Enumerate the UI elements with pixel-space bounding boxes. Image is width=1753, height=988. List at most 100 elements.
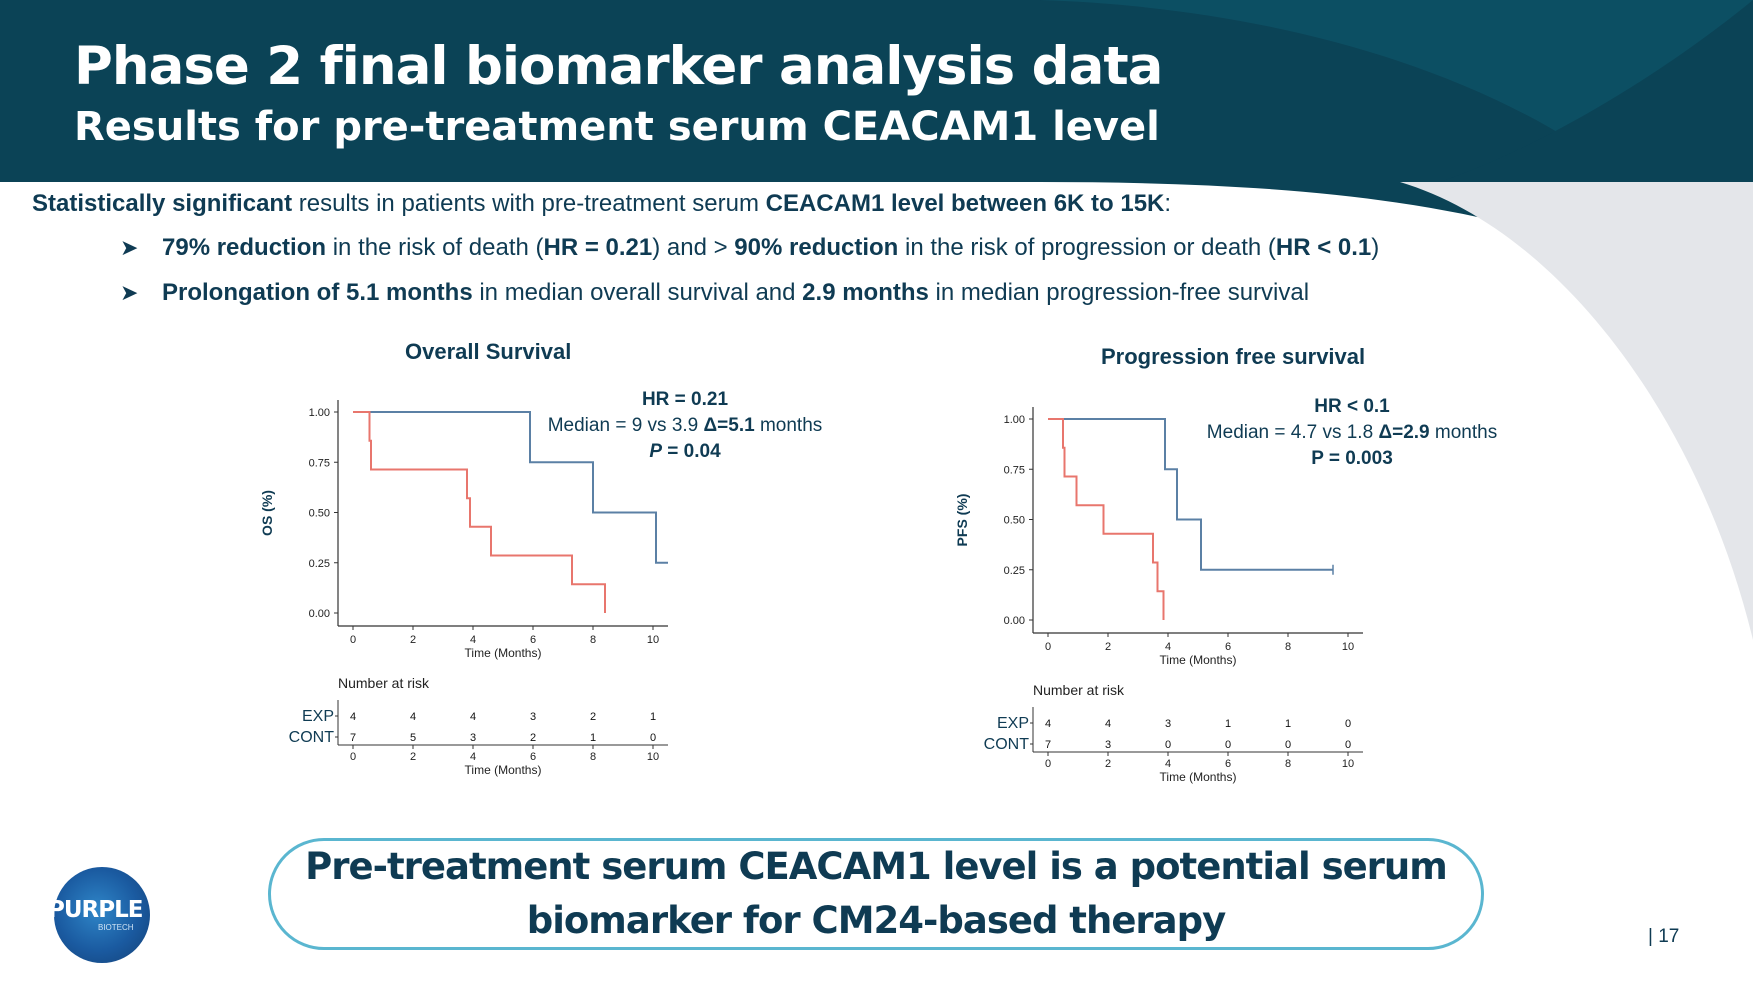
pfs-risk-value: 1	[1285, 718, 1291, 730]
os-risk-x-tick-label: 0	[350, 751, 356, 763]
pfs-x-tick-label: 2	[1105, 641, 1111, 653]
logo-tagline: BIOTECH	[98, 923, 134, 932]
os-stats-box: HR = 0.21 Median = 9 vs 3.9 Δ=5.1 months…	[540, 387, 830, 465]
os-risk-value: 4	[350, 711, 356, 723]
os-risk-x-tick-label: 8	[590, 751, 596, 763]
os-risk-value: 3	[470, 732, 476, 744]
os-x-tick-label: 4	[470, 634, 476, 646]
os-risk-x-tick-label: 4	[470, 751, 476, 763]
os-risk-value: 5	[410, 732, 416, 744]
pfs-y-tick-label: 0.00	[1004, 615, 1025, 627]
arrow-bullet-icon: ➤	[120, 235, 139, 260]
pfs-risk-value: 4	[1105, 718, 1111, 730]
os-risk-table-title: Number at risk	[338, 675, 430, 691]
arrow-bullet-icon: ➤	[120, 280, 139, 305]
os-risk-row-label: CONT	[289, 729, 335, 746]
pfs-risk-value: 7	[1045, 739, 1051, 751]
pfs-x-tick-label: 6	[1225, 641, 1231, 653]
os-x-tick-label: 10	[647, 634, 659, 646]
intro-text: Statistically significant results in pat…	[32, 190, 1171, 218]
conclusion-callout: Pre-treatment serum CEACAM1 level is a p…	[268, 838, 1484, 950]
bullet-text: )	[1371, 234, 1380, 261]
pfs-risk-value: 0	[1345, 718, 1351, 730]
os-p-label: P	[649, 441, 663, 462]
bullet-bold: HR < 0.1	[1275, 234, 1372, 261]
pfs-stats-box: HR < 0.1 Median = 4.7 vs 1.8 Δ=2.9 month…	[1196, 394, 1508, 472]
pfs-chart-title: Progression free survival	[1101, 344, 1366, 369]
pfs-risk-value: 3	[1165, 718, 1171, 730]
os-risk-value: 0	[650, 732, 656, 744]
pfs-x-tick-label: 4	[1165, 641, 1171, 653]
intro-bold-2: CEACAM1 level between 6K to 15K	[765, 190, 1165, 217]
pfs-x-tick-label: 8	[1285, 641, 1291, 653]
os-risk-x-tick-label: 10	[647, 751, 659, 763]
pfs-x-axis-label: Time (Months)	[1160, 653, 1237, 667]
os-y-tick-label: 0.00	[309, 608, 330, 620]
os-risk-x-axis-label: Time (Months)	[465, 763, 542, 777]
pfs-hr: HR < 0.1	[1314, 396, 1390, 417]
os-risk-x-tick-label: 2	[410, 751, 416, 763]
pfs-series-exp	[1048, 418, 1333, 571]
os-y-tick-label: 0.25	[309, 558, 330, 570]
os-risk-value: 3	[530, 711, 536, 723]
pfs-risk-value: 4	[1045, 718, 1051, 730]
pfs-y-axis-label: PFS (%)	[954, 494, 970, 547]
pfs-delta: Δ=2.9	[1378, 422, 1430, 443]
company-logo: PURPLE BIOTECH	[48, 867, 150, 963]
pfs-risk-x-tick-label: 4	[1165, 758, 1171, 770]
pfs-risk-x-tick-label: 10	[1342, 758, 1354, 770]
pfs-risk-value: 0	[1225, 739, 1231, 751]
os-risk-x-tick-label: 6	[530, 751, 536, 763]
os-risk-row-label: EXP	[302, 708, 334, 725]
bullet-bold: 2.9 months	[802, 279, 929, 306]
os-risk-value: 4	[410, 711, 416, 723]
pfs-y-tick-label: 1.00	[1004, 414, 1025, 426]
os-median-suffix: months	[754, 415, 823, 436]
bullet-text: ) and >	[652, 234, 735, 261]
os-median-text: Median = 9 vs 3.9	[547, 415, 704, 436]
bullet-bold: 90% reduction	[734, 234, 899, 261]
pfs-median-suffix: months	[1429, 422, 1498, 443]
bullet-text: in the risk of death (	[326, 234, 544, 261]
os-p-value: = 0.04	[662, 441, 721, 462]
pfs-risk-value: 0	[1285, 739, 1291, 751]
pfs-risk-x-tick-label: 8	[1285, 758, 1291, 770]
os-risk-value: 1	[590, 732, 596, 744]
pfs-x-tick-label: 0	[1045, 641, 1051, 653]
os-chart-title: Overall Survival	[405, 339, 572, 364]
pfs-median-text: Median = 4.7 vs 1.8	[1206, 422, 1379, 443]
pfs-risk-value: 1	[1225, 718, 1231, 730]
pfs-risk-x-axis-label: Time (Months)	[1160, 770, 1237, 784]
bullet-text: in median progression-free survival	[928, 279, 1310, 306]
pfs-y-tick-label: 0.25	[1004, 565, 1025, 577]
pfs-risk-row-label: CONT	[984, 736, 1030, 753]
bullet-text: in the risk of progression or death (	[898, 234, 1276, 261]
os-hr: HR = 0.21	[641, 389, 729, 410]
os-series-exp	[353, 411, 668, 564]
os-x-tick-label: 8	[590, 634, 596, 646]
os-x-tick-label: 0	[350, 634, 356, 646]
os-y-tick-label: 0.50	[309, 508, 330, 520]
os-risk-value: 7	[350, 732, 356, 744]
os-y-tick-label: 0.75	[309, 457, 330, 469]
pfs-risk-value: 3	[1105, 739, 1111, 751]
intro-text-2: :	[1164, 190, 1172, 217]
finding-bullet: ➤ 79% reduction in the risk of death ( HR …	[120, 234, 1379, 262]
os-x-axis-label: Time (Months)	[465, 646, 542, 660]
page-number: | 17	[1648, 926, 1680, 947]
pfs-x-tick-label: 10	[1342, 641, 1354, 653]
pfs-risk-x-tick-label: 6	[1225, 758, 1231, 770]
finding-bullet: ➤ Prolongation of 5.1 months in median ov…	[120, 279, 1379, 307]
bullet-text: in median overall survival and	[472, 279, 803, 306]
logo-wordmark: PURPLE	[48, 897, 143, 923]
pfs-risk-row-label: EXP	[997, 715, 1029, 732]
bullet-bold: 79% reduction	[162, 234, 327, 261]
pfs-risk-table-title: Number at risk	[1033, 682, 1125, 698]
bullet-bold: Prolongation of 5.1 months	[162, 279, 473, 306]
pfs-p-value: = 0.003	[1323, 448, 1393, 469]
page-title: Phase 2 final biomarker analysis data	[74, 36, 1163, 97]
page-subtitle: Results for pre-treatment serum CEACAM1 …	[74, 104, 1160, 150]
pfs-series-cont	[1048, 418, 1165, 620]
